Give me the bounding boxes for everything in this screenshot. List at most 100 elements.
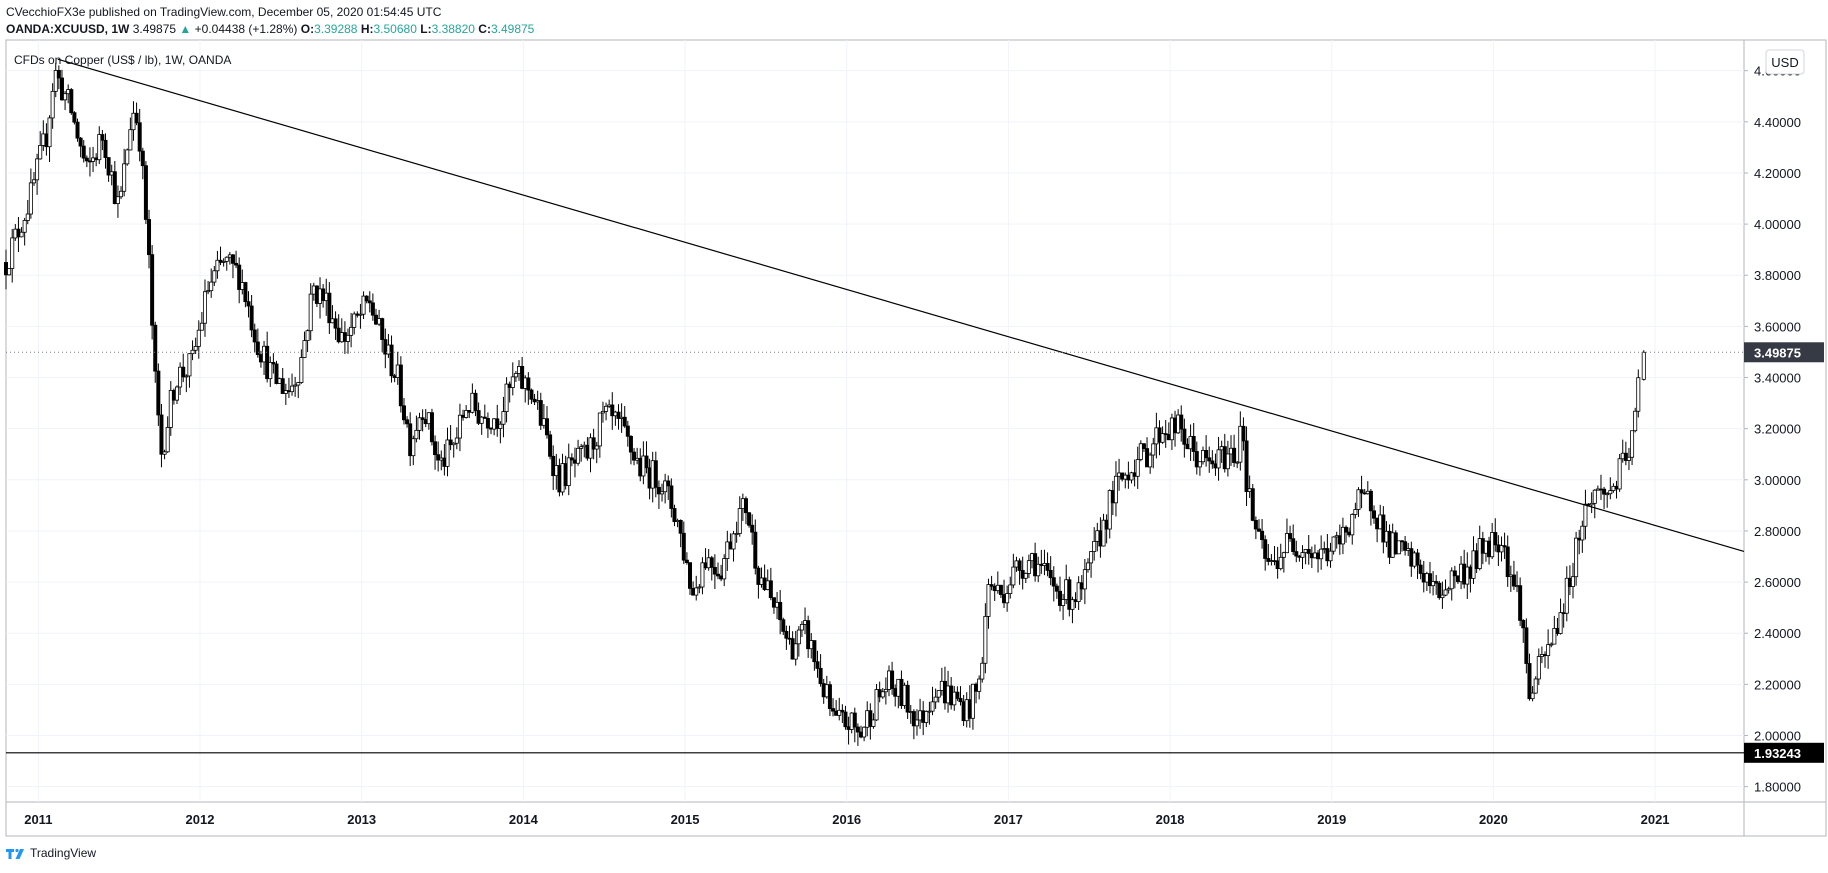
y-tick-label: 2.40000	[1754, 626, 1801, 641]
candle-body	[743, 498, 748, 514]
candle-body	[998, 584, 1003, 595]
candle-body	[880, 691, 885, 698]
candle-body	[190, 349, 195, 355]
publisher-line: CVecchioFX3e published on TradingView.co…	[6, 5, 442, 19]
candle-body	[457, 414, 462, 439]
candle-body	[140, 150, 145, 167]
candle-body	[747, 512, 752, 526]
candle-body	[1549, 643, 1554, 646]
symbol-legend: OANDA:XCUUSD, 1W 3.49875 ▲ +0.04438 (+1.…	[6, 22, 534, 36]
candle-body	[1580, 525, 1585, 541]
candle-body	[389, 344, 394, 377]
y-tick-label: 3.00000	[1754, 473, 1801, 488]
candle-body	[1076, 582, 1081, 602]
candle-body	[544, 418, 549, 436]
candle-body	[1263, 539, 1268, 559]
candle-body	[569, 457, 574, 461]
candle-body	[778, 601, 783, 621]
candle-body	[255, 341, 260, 356]
y-tick-label: 4.00000	[1754, 217, 1801, 232]
candle-body	[1605, 493, 1610, 496]
candle-body	[868, 710, 873, 727]
candle-body	[125, 149, 130, 165]
candle-body	[1204, 450, 1209, 459]
x-tick-label: 2016	[832, 812, 861, 827]
candle-body	[958, 698, 963, 703]
candle-body	[1372, 510, 1377, 519]
candle-body	[827, 684, 832, 709]
candle-body	[25, 213, 30, 221]
candle-body	[977, 678, 982, 692]
candle-body	[936, 690, 941, 698]
candle-body	[327, 292, 332, 324]
candle-body	[700, 562, 705, 588]
candle-body	[1589, 502, 1594, 506]
candles-group	[4, 62, 1646, 746]
x-tick-label: 2011	[24, 812, 52, 827]
candle-body	[1288, 533, 1293, 540]
candle-body	[193, 346, 198, 351]
candle-body	[103, 139, 108, 158]
candle-body	[1499, 545, 1504, 553]
high-value: 3.50680	[373, 22, 417, 36]
tradingview-branding[interactable]: TradingView	[6, 846, 96, 860]
candle-body	[1328, 550, 1333, 562]
candle-body	[678, 520, 683, 534]
candle-body	[1449, 570, 1454, 590]
candle-body	[600, 410, 605, 414]
candle-body	[1241, 425, 1246, 442]
candle-body	[445, 439, 450, 467]
candle-body	[159, 414, 164, 455]
candle-body	[653, 460, 658, 488]
candle-body	[750, 524, 755, 533]
candle-body	[793, 643, 798, 660]
candle-body	[1216, 449, 1221, 469]
candle-body	[1008, 584, 1013, 594]
candle-body	[271, 362, 276, 365]
candle-body	[681, 532, 686, 561]
candle-body	[1440, 594, 1445, 599]
candle-body	[1431, 581, 1436, 587]
candle-body	[731, 533, 736, 550]
candle-body	[1418, 564, 1423, 574]
candle-body	[1381, 514, 1386, 543]
candle-body	[454, 437, 459, 444]
candle-body	[1415, 552, 1420, 566]
candle-body	[768, 580, 773, 599]
candle-body	[1533, 678, 1538, 694]
candle-body	[414, 429, 419, 440]
candle-body	[862, 726, 867, 738]
candle-body	[47, 117, 52, 148]
candle-body	[1452, 570, 1457, 577]
candle-body	[420, 417, 425, 420]
candle-body	[1051, 577, 1056, 587]
candle-body	[367, 300, 372, 304]
candle-body	[753, 531, 758, 569]
candle-body	[1319, 548, 1324, 560]
candle-body	[1182, 428, 1187, 445]
candle-body	[737, 508, 742, 534]
candle-body	[871, 719, 876, 727]
candle-body	[548, 434, 553, 457]
candle-body	[594, 445, 599, 450]
candle-body	[812, 640, 817, 663]
candle-body	[433, 441, 438, 456]
candle-body	[1232, 447, 1237, 463]
candle-body	[38, 145, 43, 160]
candle-body	[1054, 585, 1059, 592]
candle-body	[1636, 377, 1641, 412]
candle-body	[280, 378, 285, 394]
x-tick-label: 2018	[1156, 812, 1185, 827]
candle-body	[1626, 456, 1631, 461]
candle-body	[520, 366, 525, 389]
candle-body	[1061, 599, 1066, 606]
candle-body	[852, 712, 857, 728]
candle-body	[1089, 551, 1094, 564]
candle-body	[756, 567, 761, 585]
candle-body	[955, 691, 960, 699]
candle-body	[566, 457, 571, 486]
candle-body	[914, 719, 919, 727]
candle-body	[1160, 433, 1165, 443]
candle-body	[1082, 569, 1087, 590]
